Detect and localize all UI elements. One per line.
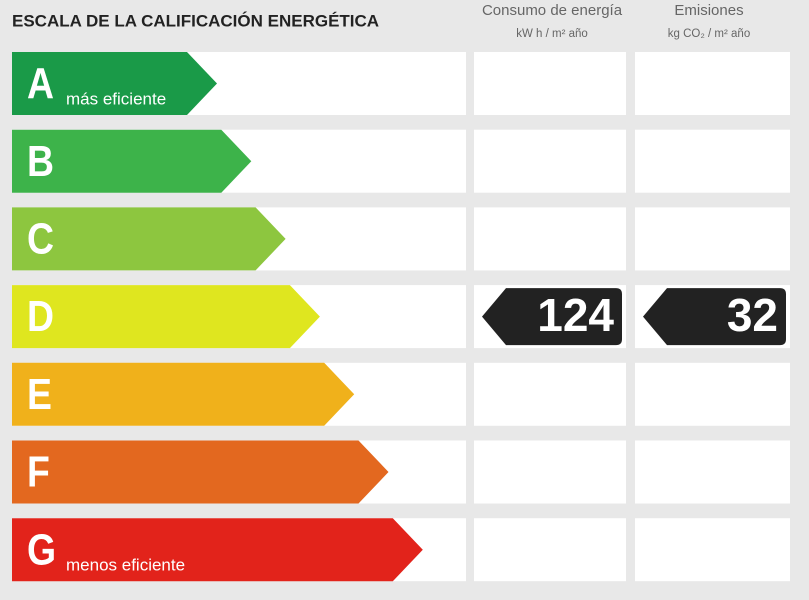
rating-letter: A (27, 58, 54, 108)
value-cell (474, 362, 626, 426)
value-cell (635, 440, 790, 504)
value-cell (474, 440, 626, 504)
rating-arrow (12, 285, 320, 349)
rating-letter: D (27, 291, 54, 341)
value-cell (635, 518, 790, 582)
rating-arrow (12, 207, 286, 271)
title: ESCALA DE LA CALIFICACIÓN ENERGÉTICA (12, 11, 379, 30)
rating-arrow (12, 52, 217, 115)
rating-letter: B (27, 136, 54, 186)
rating-letter: C (27, 214, 54, 264)
rating-note: más eficiente (66, 89, 166, 108)
column-title: Emisiones (674, 2, 743, 19)
rating-value: 124 (537, 289, 614, 341)
rating-arrow (12, 518, 423, 582)
rating-letter: F (27, 447, 50, 497)
value-cell (474, 207, 626, 271)
rating-arrow (12, 129, 252, 193)
column-title: Consumo de energía (482, 2, 623, 19)
rating-value: 32 (727, 289, 778, 341)
value-cell (474, 52, 626, 115)
rating-badge (482, 288, 622, 346)
value-cell (474, 518, 626, 582)
rating-arrow (12, 362, 355, 426)
value-cell (635, 52, 790, 115)
column-unit: kg CO₂ / m² año (668, 28, 750, 40)
rating-arrow (12, 440, 389, 504)
value-cell (635, 362, 790, 426)
value-cell (474, 129, 626, 193)
rating-letter: G (27, 524, 56, 574)
value-cell (635, 207, 790, 271)
rating-letter: E (27, 369, 52, 419)
value-cell (635, 129, 790, 193)
rating-note: menos eficiente (66, 556, 185, 575)
rating-badge (643, 288, 786, 346)
column-unit: kW h / m² año (516, 28, 588, 40)
